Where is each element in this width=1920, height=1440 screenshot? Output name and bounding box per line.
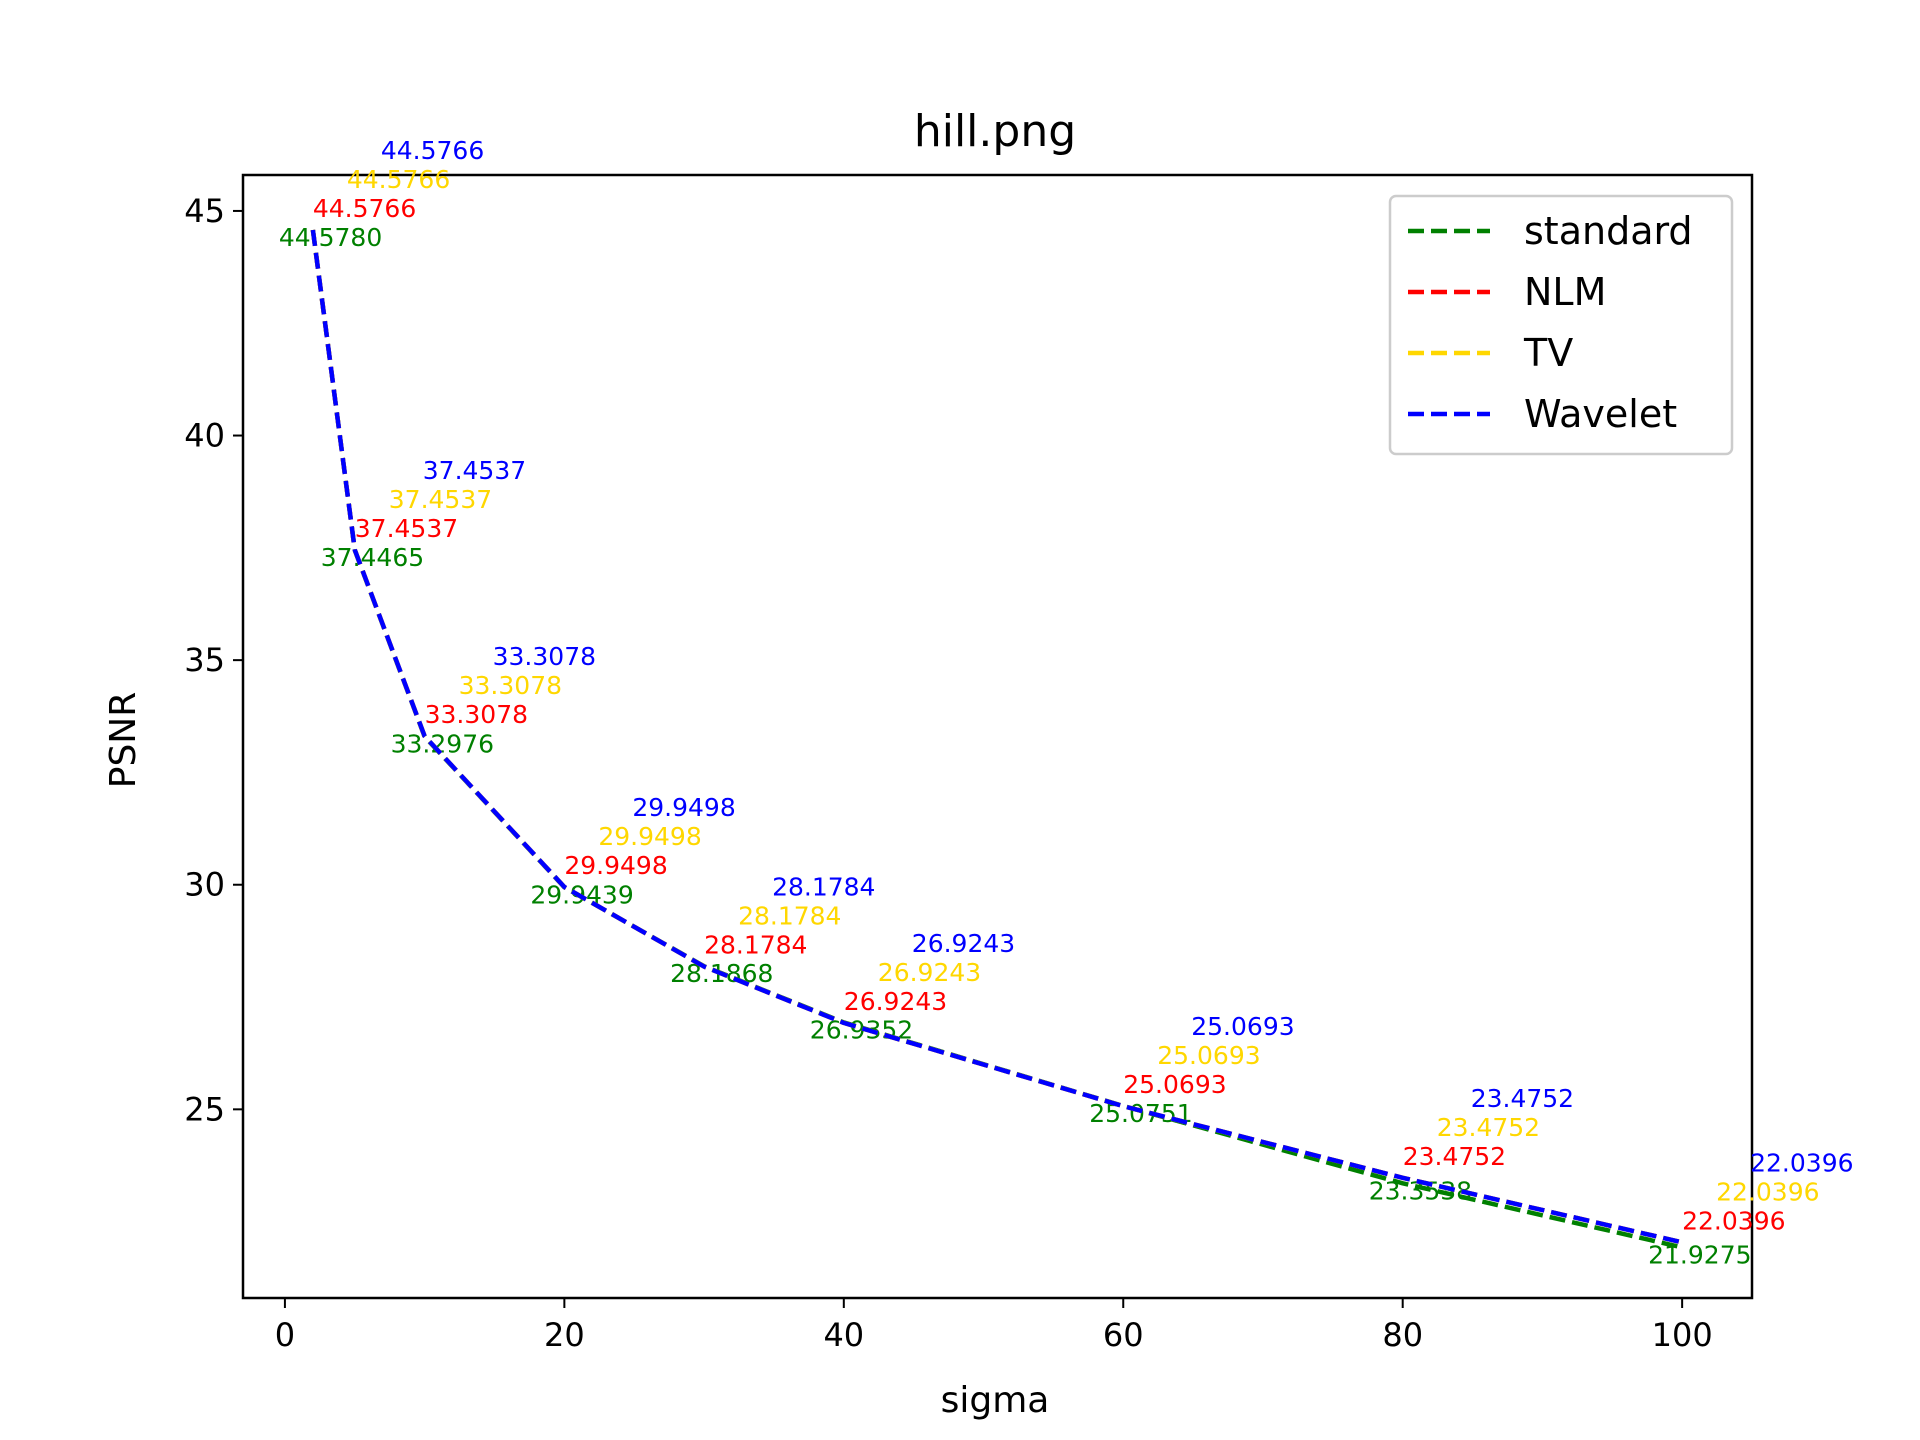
data-label-wavelet: 29.9498: [632, 793, 735, 822]
data-label-tv: 28.1784: [738, 902, 841, 931]
data-label-nlm: 25.0693: [1123, 1070, 1226, 1099]
legend-box: [1388, 194, 1734, 456]
x-tick-label: 60: [1103, 1316, 1144, 1354]
legend-label-standard: standard: [1524, 209, 1693, 253]
series-line-wavelet: [310, 229, 1683, 1245]
y-tick-label: 30: [184, 866, 225, 904]
y-tick-label: 35: [184, 641, 225, 679]
chart-title: hill.png: [914, 106, 1076, 157]
x-tick-label: 20: [544, 1316, 585, 1354]
data-label-standard: 25.0751: [1089, 1099, 1192, 1128]
plot-frame: [241, 173, 1754, 1300]
data-label-wavelet: 28.1784: [772, 873, 875, 902]
data-label-standard: 44.5780: [279, 223, 382, 252]
data-label-nlm: 29.9498: [564, 851, 667, 880]
data-label-standard: 33.2976: [391, 730, 494, 759]
data-label-tv: 37.4537: [389, 485, 492, 514]
x-tick-label: 40: [823, 1316, 864, 1354]
y-axis-label: PSNR: [103, 692, 144, 789]
data-label-tv: 44.5766: [347, 165, 450, 194]
legend-label-nlm: NLM: [1524, 270, 1606, 314]
x-tick-label: 100: [1652, 1316, 1713, 1354]
y-tick-label: 25: [184, 1090, 225, 1128]
data-label-wavelet: 33.3078: [493, 642, 596, 671]
x-tick-label: 0: [275, 1316, 295, 1354]
legend: standard NLM TV Wavelet: [1388, 194, 1734, 456]
data-label-standard: 37.4465: [321, 543, 424, 572]
data-label-nlm: 22.0396: [1682, 1206, 1785, 1235]
legend-label-tv: TV: [1523, 331, 1573, 375]
data-label-tv: 26.9243: [878, 958, 981, 987]
data-label-tv: 22.0396: [1716, 1177, 1819, 1206]
data-label-wavelet: 26.9243: [912, 929, 1015, 958]
data-label-tv: 25.0693: [1157, 1041, 1260, 1070]
data-label-wavelet: 44.5766: [381, 136, 484, 165]
data-label-nlm: 37.4537: [355, 514, 458, 543]
x-tick-label: 80: [1382, 1316, 1423, 1354]
y-tick-label: 45: [184, 192, 225, 230]
data-label-nlm: 26.9243: [844, 987, 947, 1016]
data-label-tv: 23.4752: [1437, 1113, 1540, 1142]
data-label-nlm: 33.3078: [425, 700, 528, 729]
data-label-wavelet: 25.0693: [1191, 1012, 1294, 1041]
data-label-wavelet: 37.4537: [423, 456, 526, 485]
data-label-nlm: 28.1784: [704, 931, 807, 960]
data-label-tv: 33.3078: [459, 671, 562, 700]
y-tick-label: 40: [184, 417, 225, 455]
data-label-nlm: 44.5766: [313, 194, 416, 223]
data-label-nlm: 23.4752: [1403, 1142, 1506, 1171]
plot-area: 0 20 40 60 80 100 25 30 35 40 45 44.5780 37.4465 33.2…: [184, 136, 1853, 1354]
data-label-wavelet: 23.4752: [1471, 1084, 1574, 1113]
x-axis-label: sigma: [941, 1380, 1050, 1421]
legend-label-wavelet: Wavelet: [1524, 392, 1677, 436]
data-label-wavelet: 22.0396: [1750, 1148, 1853, 1177]
data-label-tv: 29.9498: [598, 822, 701, 851]
